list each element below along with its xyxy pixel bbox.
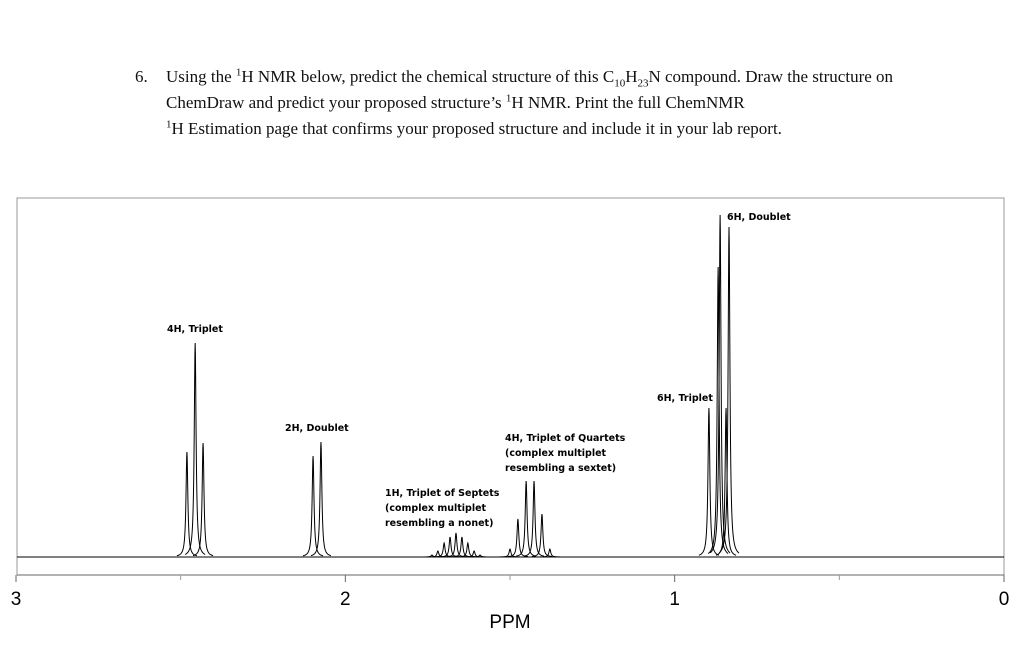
annotation-line: 6H, Doublet — [727, 212, 791, 223]
annotation-line: 1H, Triplet of Septets — [385, 488, 500, 499]
annotation: 2H, Doublet — [285, 423, 349, 434]
sub: 10 — [614, 77, 626, 90]
annotation-line: (complex multiplet — [385, 503, 487, 514]
sup: 1 — [235, 66, 242, 79]
text: N compound. Draw the structure on ChemDr… — [166, 67, 894, 112]
peak — [310, 441, 332, 557]
question: 6. Using the 1H NMR below, predict the c… — [135, 64, 925, 142]
text: H — [625, 67, 638, 86]
peak — [302, 455, 324, 557]
x-axis-label: PPM — [489, 612, 530, 633]
annotation: 6H, Triplet — [657, 393, 713, 404]
annotation: 4H, Triplet — [167, 324, 223, 335]
annotation: 6H, Doublet — [727, 212, 791, 223]
text: H Estimation page that confirms your pro… — [171, 119, 782, 138]
peak — [470, 554, 491, 558]
annotation-line: 4H, Triplet — [167, 324, 223, 335]
peak — [707, 266, 729, 554]
annotation-line: resembling a nonet) — [385, 518, 493, 529]
peak — [709, 214, 731, 554]
sup: 1 — [505, 92, 512, 105]
annotation: 4H, Triplet of Quartets (complex multiple… — [505, 433, 626, 474]
peak — [516, 480, 537, 557]
peak — [176, 451, 198, 557]
peak — [531, 513, 553, 557]
x-tick-label: 0 — [999, 589, 1010, 610]
peak — [434, 541, 455, 558]
sup: 1 — [166, 118, 172, 131]
annotation-line: resembling a sextet) — [505, 463, 616, 474]
peak — [464, 550, 485, 558]
peak — [539, 548, 560, 558]
peak — [184, 342, 206, 555]
peak — [427, 550, 448, 558]
x-tick-label: 2 — [340, 589, 351, 610]
annotation-line: (complex multiplet — [505, 448, 607, 459]
peak — [523, 480, 545, 557]
annotation: 1H, Triplet of Septets (complex multiplet… — [385, 488, 500, 529]
annotation-line: 2H, Doublet — [285, 423, 349, 434]
peak — [718, 226, 740, 554]
plot-frame — [16, 197, 1005, 576]
text: H NMR below, predict the chemical struct… — [241, 67, 615, 86]
x-tick-label: 3 — [11, 589, 22, 610]
sub: 23 — [637, 77, 649, 90]
annotation-line: 4H, Triplet of Quartets — [505, 433, 626, 444]
x-tick-label: 1 — [669, 589, 680, 610]
annotation-line: 6H, Triplet — [657, 393, 713, 404]
peak — [192, 442, 214, 557]
peak — [698, 407, 720, 556]
peak — [500, 548, 520, 558]
text: Using the — [166, 67, 236, 86]
text: H NMR. Print the full ChemNMR — [511, 93, 745, 112]
question-number: 6. — [135, 67, 148, 86]
question-text: Using the 1H NMR below, predict the chem… — [166, 64, 925, 142]
